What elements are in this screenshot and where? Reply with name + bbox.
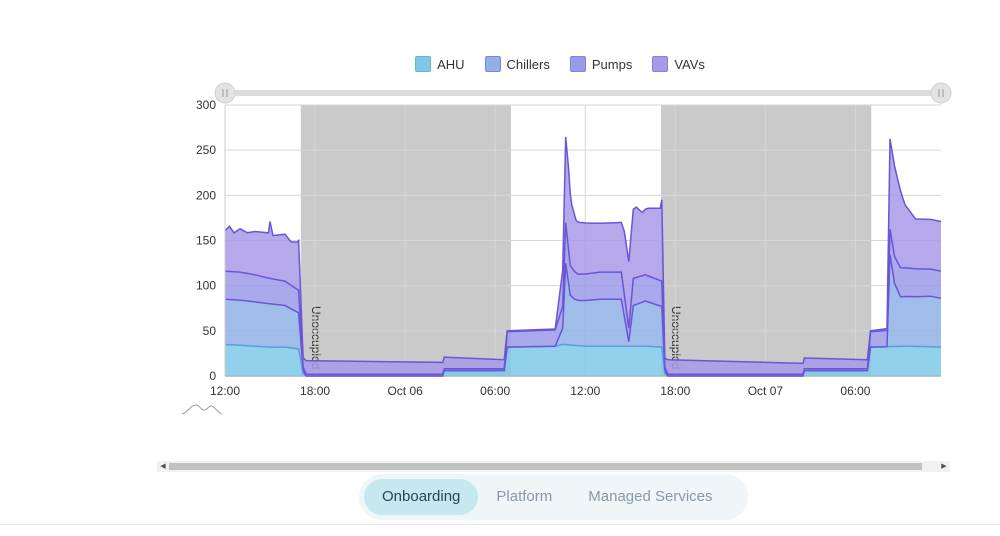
unoccupied-label: Unoccupied <box>309 306 323 369</box>
area-ahu <box>225 344 941 376</box>
divider <box>0 524 1000 525</box>
scroll-left-icon[interactable]: ◀ <box>160 463 166 470</box>
legend-item-vavs[interactable]: VAVs <box>652 56 705 72</box>
area-pumps <box>225 222 941 376</box>
horizontal-scrollbar[interactable]: ◀ ▶ <box>157 461 950 472</box>
legend-item-ahu[interactable]: AHU <box>415 56 465 72</box>
legend-swatch <box>652 56 669 72</box>
slider-handle <box>214 82 236 104</box>
x-tick-label: 18:00 <box>660 384 690 398</box>
range-sparkline-icon <box>181 404 223 415</box>
x-tick-label: 18:00 <box>300 384 330 398</box>
area-chillers <box>225 254 941 376</box>
y-tick-label: 50 <box>203 324 217 338</box>
x-tick-label: 12:00 <box>210 384 240 398</box>
navigator <box>181 404 223 415</box>
x-tick-label: 06:00 <box>480 384 510 398</box>
y-tick-label: 250 <box>196 143 216 157</box>
tab-managed-services[interactable]: Managed Services <box>588 488 713 505</box>
legend-swatch <box>415 56 432 72</box>
x-tick-label: 06:00 <box>840 384 870 398</box>
slider-handle <box>930 82 952 104</box>
y-tick-label: 100 <box>196 279 216 293</box>
x-tick-label: 12:00 <box>570 384 600 398</box>
tab-onboarding[interactable]: Onboarding <box>364 479 479 515</box>
series-areas <box>224 136 942 377</box>
y-tick-label: 0 <box>209 369 216 383</box>
range-slider[interactable] <box>214 82 952 104</box>
y-tick-label: 300 <box>196 98 216 112</box>
legend-item-chillers[interactable]: Chillers <box>484 56 550 72</box>
unoccupied-label: Unoccupied <box>669 306 683 369</box>
axes: 0 50 100 150 200 250 300 12:00 18:00 Oct 06 06:00 1… <box>196 98 871 398</box>
x-tick-label: Oct 07 <box>748 384 784 398</box>
y-tick-label: 150 <box>196 234 216 248</box>
legend-label: Chillers <box>506 56 550 72</box>
line-vavs <box>224 136 942 365</box>
tab-platform[interactable]: Platform <box>496 488 553 505</box>
legend-item-pumps[interactable]: Pumps <box>569 56 633 72</box>
chart-legend: AHU Chillers Pumps VAVs <box>0 56 1000 72</box>
y-tick-label: 200 <box>196 188 216 202</box>
tab-bar: Onboarding Platform Managed Services <box>359 474 748 520</box>
scroll-right-icon[interactable]: ▶ <box>941 463 947 470</box>
area-vavs <box>225 136 941 375</box>
x-tick-label: Oct 06 <box>387 384 423 398</box>
legend-label: VAVs <box>674 56 705 72</box>
scrollbar-thumb[interactable] <box>169 463 922 470</box>
legend-label: Pumps <box>591 56 633 72</box>
legend-label: AHU <box>437 56 465 72</box>
slider-track <box>225 90 941 96</box>
legend-swatch <box>569 56 586 72</box>
legend-swatch <box>484 56 501 72</box>
